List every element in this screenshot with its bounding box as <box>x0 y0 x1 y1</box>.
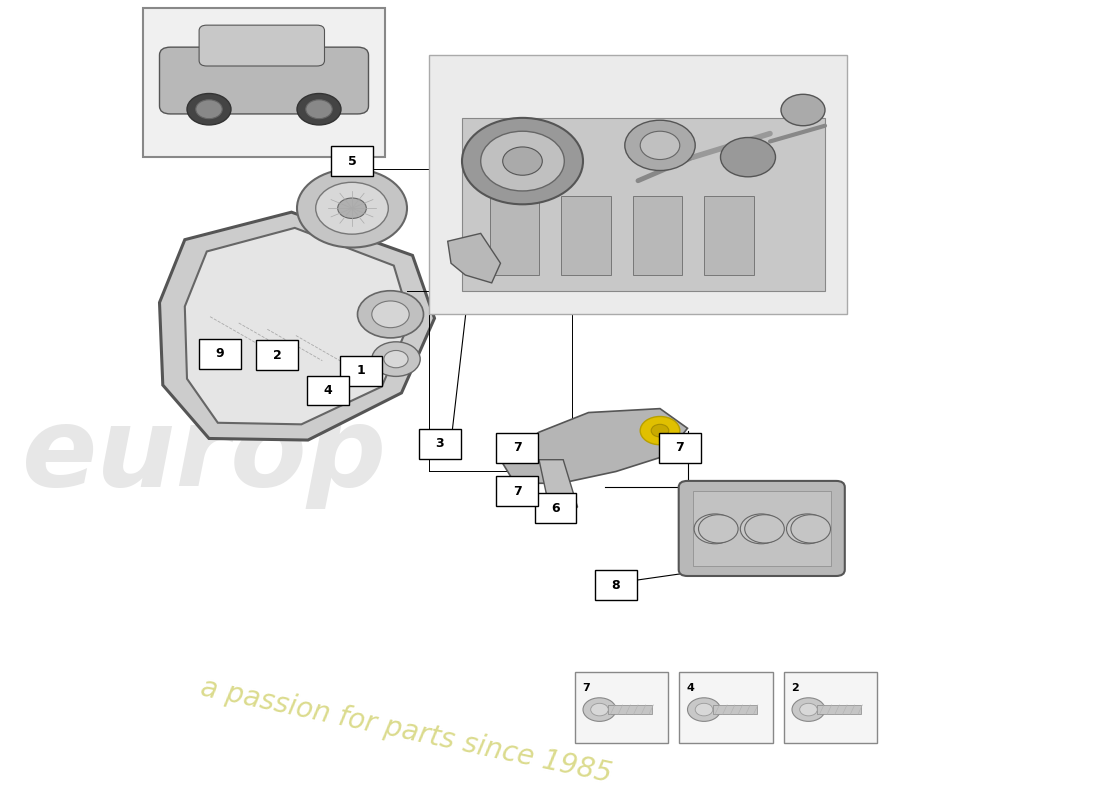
Text: 4: 4 <box>323 384 332 397</box>
Bar <box>496 476 538 506</box>
Circle shape <box>625 120 695 170</box>
Circle shape <box>791 514 830 543</box>
Polygon shape <box>185 228 410 424</box>
Bar <box>340 356 382 386</box>
Circle shape <box>694 514 736 544</box>
Text: 5: 5 <box>348 154 356 167</box>
Bar <box>713 705 757 714</box>
Bar <box>496 433 538 463</box>
Bar <box>608 705 652 714</box>
Text: 9: 9 <box>216 347 224 360</box>
Bar <box>561 197 610 275</box>
Circle shape <box>481 131 564 191</box>
Circle shape <box>297 169 407 247</box>
Text: 6: 6 <box>551 502 560 515</box>
FancyBboxPatch shape <box>199 25 324 66</box>
Bar <box>632 197 682 275</box>
Circle shape <box>306 100 332 118</box>
Bar <box>256 340 298 370</box>
Bar <box>331 146 373 176</box>
Circle shape <box>651 424 669 437</box>
Bar <box>535 494 576 523</box>
Circle shape <box>503 147 542 175</box>
Circle shape <box>187 94 231 125</box>
Circle shape <box>338 198 366 218</box>
Circle shape <box>740 514 782 544</box>
Circle shape <box>462 118 583 204</box>
Circle shape <box>316 182 388 234</box>
Bar <box>817 705 861 714</box>
Bar <box>419 429 461 459</box>
Circle shape <box>196 100 222 118</box>
FancyBboxPatch shape <box>160 47 368 114</box>
Bar <box>693 491 830 566</box>
Circle shape <box>372 342 420 376</box>
Bar <box>429 55 847 314</box>
Bar <box>199 338 241 369</box>
Circle shape <box>384 350 408 368</box>
Circle shape <box>688 698 720 722</box>
Bar <box>462 118 825 290</box>
Bar <box>783 672 878 742</box>
Text: a passion for parts since 1985: a passion for parts since 1985 <box>198 674 614 788</box>
Bar <box>574 672 669 742</box>
Circle shape <box>640 131 680 159</box>
Text: 3: 3 <box>436 438 444 450</box>
Text: 7: 7 <box>513 485 521 498</box>
Circle shape <box>698 514 738 543</box>
FancyBboxPatch shape <box>679 481 845 576</box>
Bar <box>595 570 637 600</box>
Circle shape <box>640 417 680 445</box>
Circle shape <box>583 698 616 722</box>
Text: 1: 1 <box>356 364 365 378</box>
Polygon shape <box>500 409 688 483</box>
Bar <box>490 197 539 275</box>
Circle shape <box>297 94 341 125</box>
Text: 2: 2 <box>273 349 282 362</box>
Bar <box>704 197 754 275</box>
Polygon shape <box>448 234 501 283</box>
Polygon shape <box>160 212 434 440</box>
Text: 2: 2 <box>792 683 800 693</box>
Text: 4: 4 <box>686 683 695 693</box>
Bar <box>143 8 385 157</box>
Text: 7: 7 <box>513 442 521 454</box>
Circle shape <box>591 703 608 716</box>
Bar <box>307 376 349 406</box>
Circle shape <box>372 301 409 328</box>
Circle shape <box>800 703 817 716</box>
Text: 8: 8 <box>612 579 620 592</box>
Circle shape <box>720 138 775 177</box>
Circle shape <box>695 703 713 716</box>
Bar <box>680 672 772 742</box>
Circle shape <box>786 514 828 544</box>
Text: europ: europ <box>22 402 387 510</box>
Circle shape <box>781 94 825 126</box>
Bar <box>659 433 701 463</box>
Circle shape <box>745 514 784 543</box>
Text: 7: 7 <box>675 442 684 454</box>
Circle shape <box>792 698 825 722</box>
Text: 7: 7 <box>583 683 591 693</box>
Circle shape <box>358 290 424 338</box>
Polygon shape <box>539 460 578 518</box>
